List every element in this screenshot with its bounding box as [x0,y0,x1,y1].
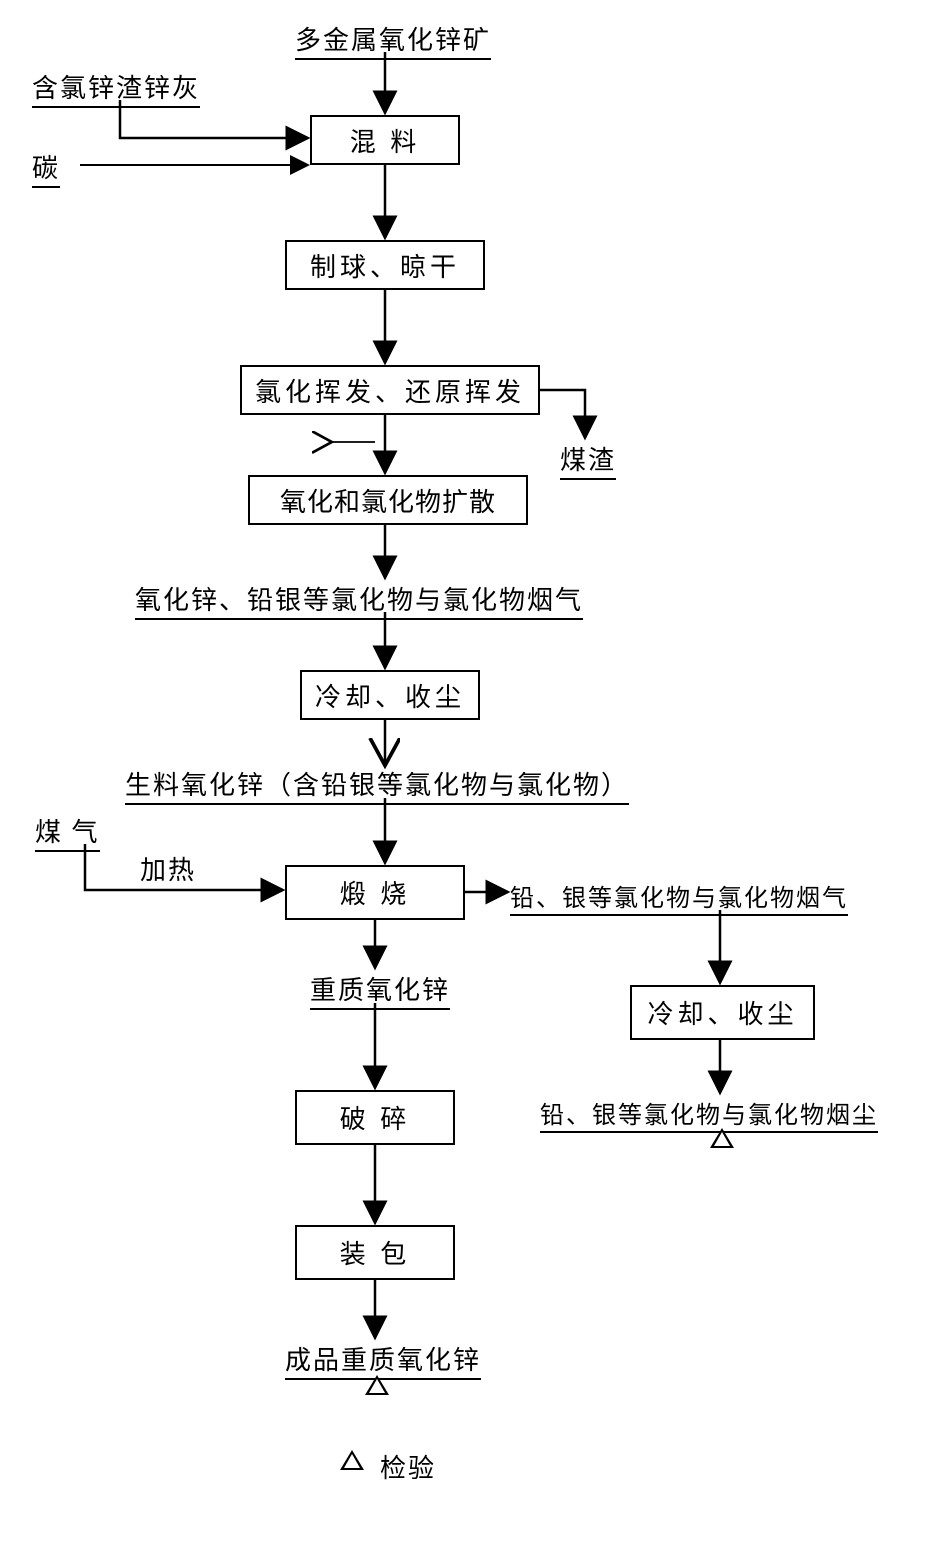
output-product: 成品重质氧化锌 [285,1340,481,1380]
box-pack: 装 包 [295,1225,455,1280]
label-fume-pb-ag: 铅、银等氯化物与氯化物烟气 [510,878,848,916]
output-dust: 铅、银等氯化物与氯化物烟尘 [540,1095,878,1133]
input-slag-ash: 含氯锌渣锌灰 [32,68,200,108]
label-fume-zno: 氧化锌、铅银等氯化物与氯化物烟气 [135,580,583,620]
input-carbon: 碳 [32,148,60,188]
output-slag: 煤渣 [560,440,616,480]
box-cool-dust-1: 冷却、收尘 [300,670,480,720]
box-volatilize: 氯化挥发、还原挥发 [240,365,540,415]
box-calcine: 煅 烧 [285,865,465,920]
box-crush: 破 碎 [295,1090,455,1145]
label-heat: 加热 [140,850,196,887]
input-gas: 煤 气 [35,812,100,852]
box-diffusion: 氧化和氯化物扩散 [248,475,528,525]
legend-text: 检验 [380,1448,436,1485]
flowchart: 多金属氧化锌矿 含氯锌渣锌灰 碳 混 料 制球、晾干 氯化挥发、还原挥发 煤渣 … [20,20,930,1529]
legend-triangle [340,1450,364,1470]
box-cool-dust-2: 冷却、收尘 [630,985,815,1040]
box-mix: 混 料 [310,115,460,165]
label-heavy-zno: 重质氧化锌 [310,970,450,1010]
input-ore: 多金属氧化锌矿 [295,20,491,60]
inspect-mark-dust [710,1128,734,1148]
label-raw-zno: 生料氧化锌（含铅银等氯化物与氯化物） [125,765,629,805]
inspect-mark-product [365,1375,389,1395]
box-ball-dry: 制球、晾干 [285,240,485,290]
